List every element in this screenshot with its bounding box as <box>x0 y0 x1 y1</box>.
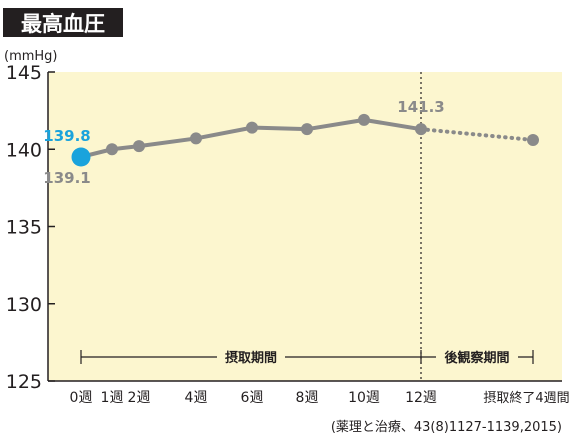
source-citation: (薬理と治療、43(8)1127-1139,2015) <box>331 420 562 435</box>
period-label: 摂取期間 <box>225 350 277 366</box>
data-point <box>246 121 258 134</box>
x-tick-label: 12週 <box>405 390 437 406</box>
series-line-dotted <box>419 127 535 142</box>
data-label: 141.3 <box>397 98 444 116</box>
x-tick-label: 1週 <box>101 390 124 406</box>
data-point <box>527 133 539 146</box>
data-point <box>133 140 145 153</box>
x-tick-label: 2週 <box>128 390 151 406</box>
period-label-bg <box>217 348 285 366</box>
y-tick-label: 125 <box>6 371 42 393</box>
period-label-bg <box>436 348 518 366</box>
data-point <box>106 143 118 156</box>
data-point-highlight <box>71 147 91 167</box>
x-tick-label: 10週 <box>348 390 380 406</box>
x-tick-label: 8週 <box>296 390 319 406</box>
x-tick-label: 0週 <box>70 390 93 406</box>
x-tick-label: 4週 <box>185 390 208 406</box>
y-tick-label: 130 <box>6 294 42 316</box>
y-tick-label: 145 <box>6 62 42 84</box>
data-point <box>301 123 313 136</box>
chart-title: 最高血圧 <box>21 12 105 36</box>
y-tick-label: 140 <box>6 139 42 161</box>
y-axis-label: (mmHg) <box>4 49 58 64</box>
period-label: 後観察期間 <box>444 350 509 366</box>
y-tick-label: 135 <box>6 217 42 239</box>
x-tick-label: 摂取終了4週間後 <box>483 390 570 406</box>
data-point <box>190 132 202 145</box>
plot-area <box>48 72 562 381</box>
x-tick-label: 6週 <box>241 390 264 406</box>
data-point <box>415 123 427 136</box>
title-box <box>3 8 123 37</box>
data-label: 139.8 <box>43 127 90 145</box>
data-label: 139.1 <box>43 169 90 187</box>
data-point <box>358 113 370 126</box>
